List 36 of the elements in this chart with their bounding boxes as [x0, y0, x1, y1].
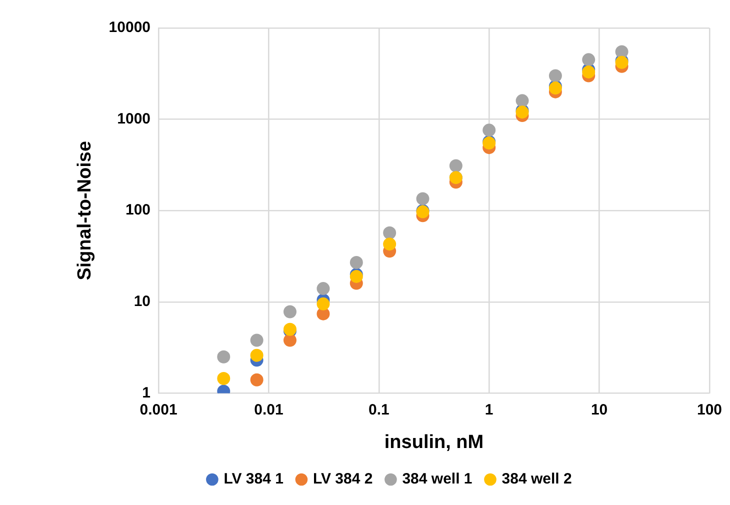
point	[482, 124, 496, 137]
point	[283, 305, 296, 318]
x-tick-label: 1	[484, 401, 494, 418]
y-tick-label: 10	[134, 293, 151, 310]
x-tick-label: 0.1	[368, 401, 390, 418]
legend-label: 384 well 2	[502, 470, 572, 488]
y-tick-label: 100	[125, 202, 151, 219]
point	[217, 372, 230, 385]
point	[250, 334, 264, 347]
y-tick-label: 1000	[117, 110, 151, 128]
point	[217, 350, 230, 364]
point	[548, 69, 562, 82]
point	[582, 53, 596, 66]
point	[449, 159, 462, 172]
x-tick-label: 100	[696, 401, 722, 418]
point	[250, 373, 264, 386]
point	[350, 256, 363, 270]
point	[416, 192, 430, 206]
y-axis-title: Signal-to-Noise	[74, 140, 96, 280]
y-tick-label: 10000	[108, 19, 151, 36]
x-tick-label: 0.01	[254, 401, 284, 418]
point	[516, 94, 529, 108]
point	[316, 282, 330, 296]
point	[283, 334, 296, 347]
x-tick-label: 10	[590, 401, 608, 418]
y-tick-label: 1	[142, 384, 151, 402]
point	[383, 226, 396, 240]
point	[615, 45, 628, 58]
point	[250, 348, 264, 362]
x-tick-label: 0.001	[140, 401, 178, 418]
point	[316, 297, 330, 310]
legend-label: 384 well 1	[402, 470, 472, 488]
point	[383, 238, 396, 251]
legend-label: LV 384 1	[224, 470, 284, 488]
x-axis-title: insulin, nM	[384, 432, 484, 453]
legend-label: LV 384 2	[312, 470, 373, 488]
